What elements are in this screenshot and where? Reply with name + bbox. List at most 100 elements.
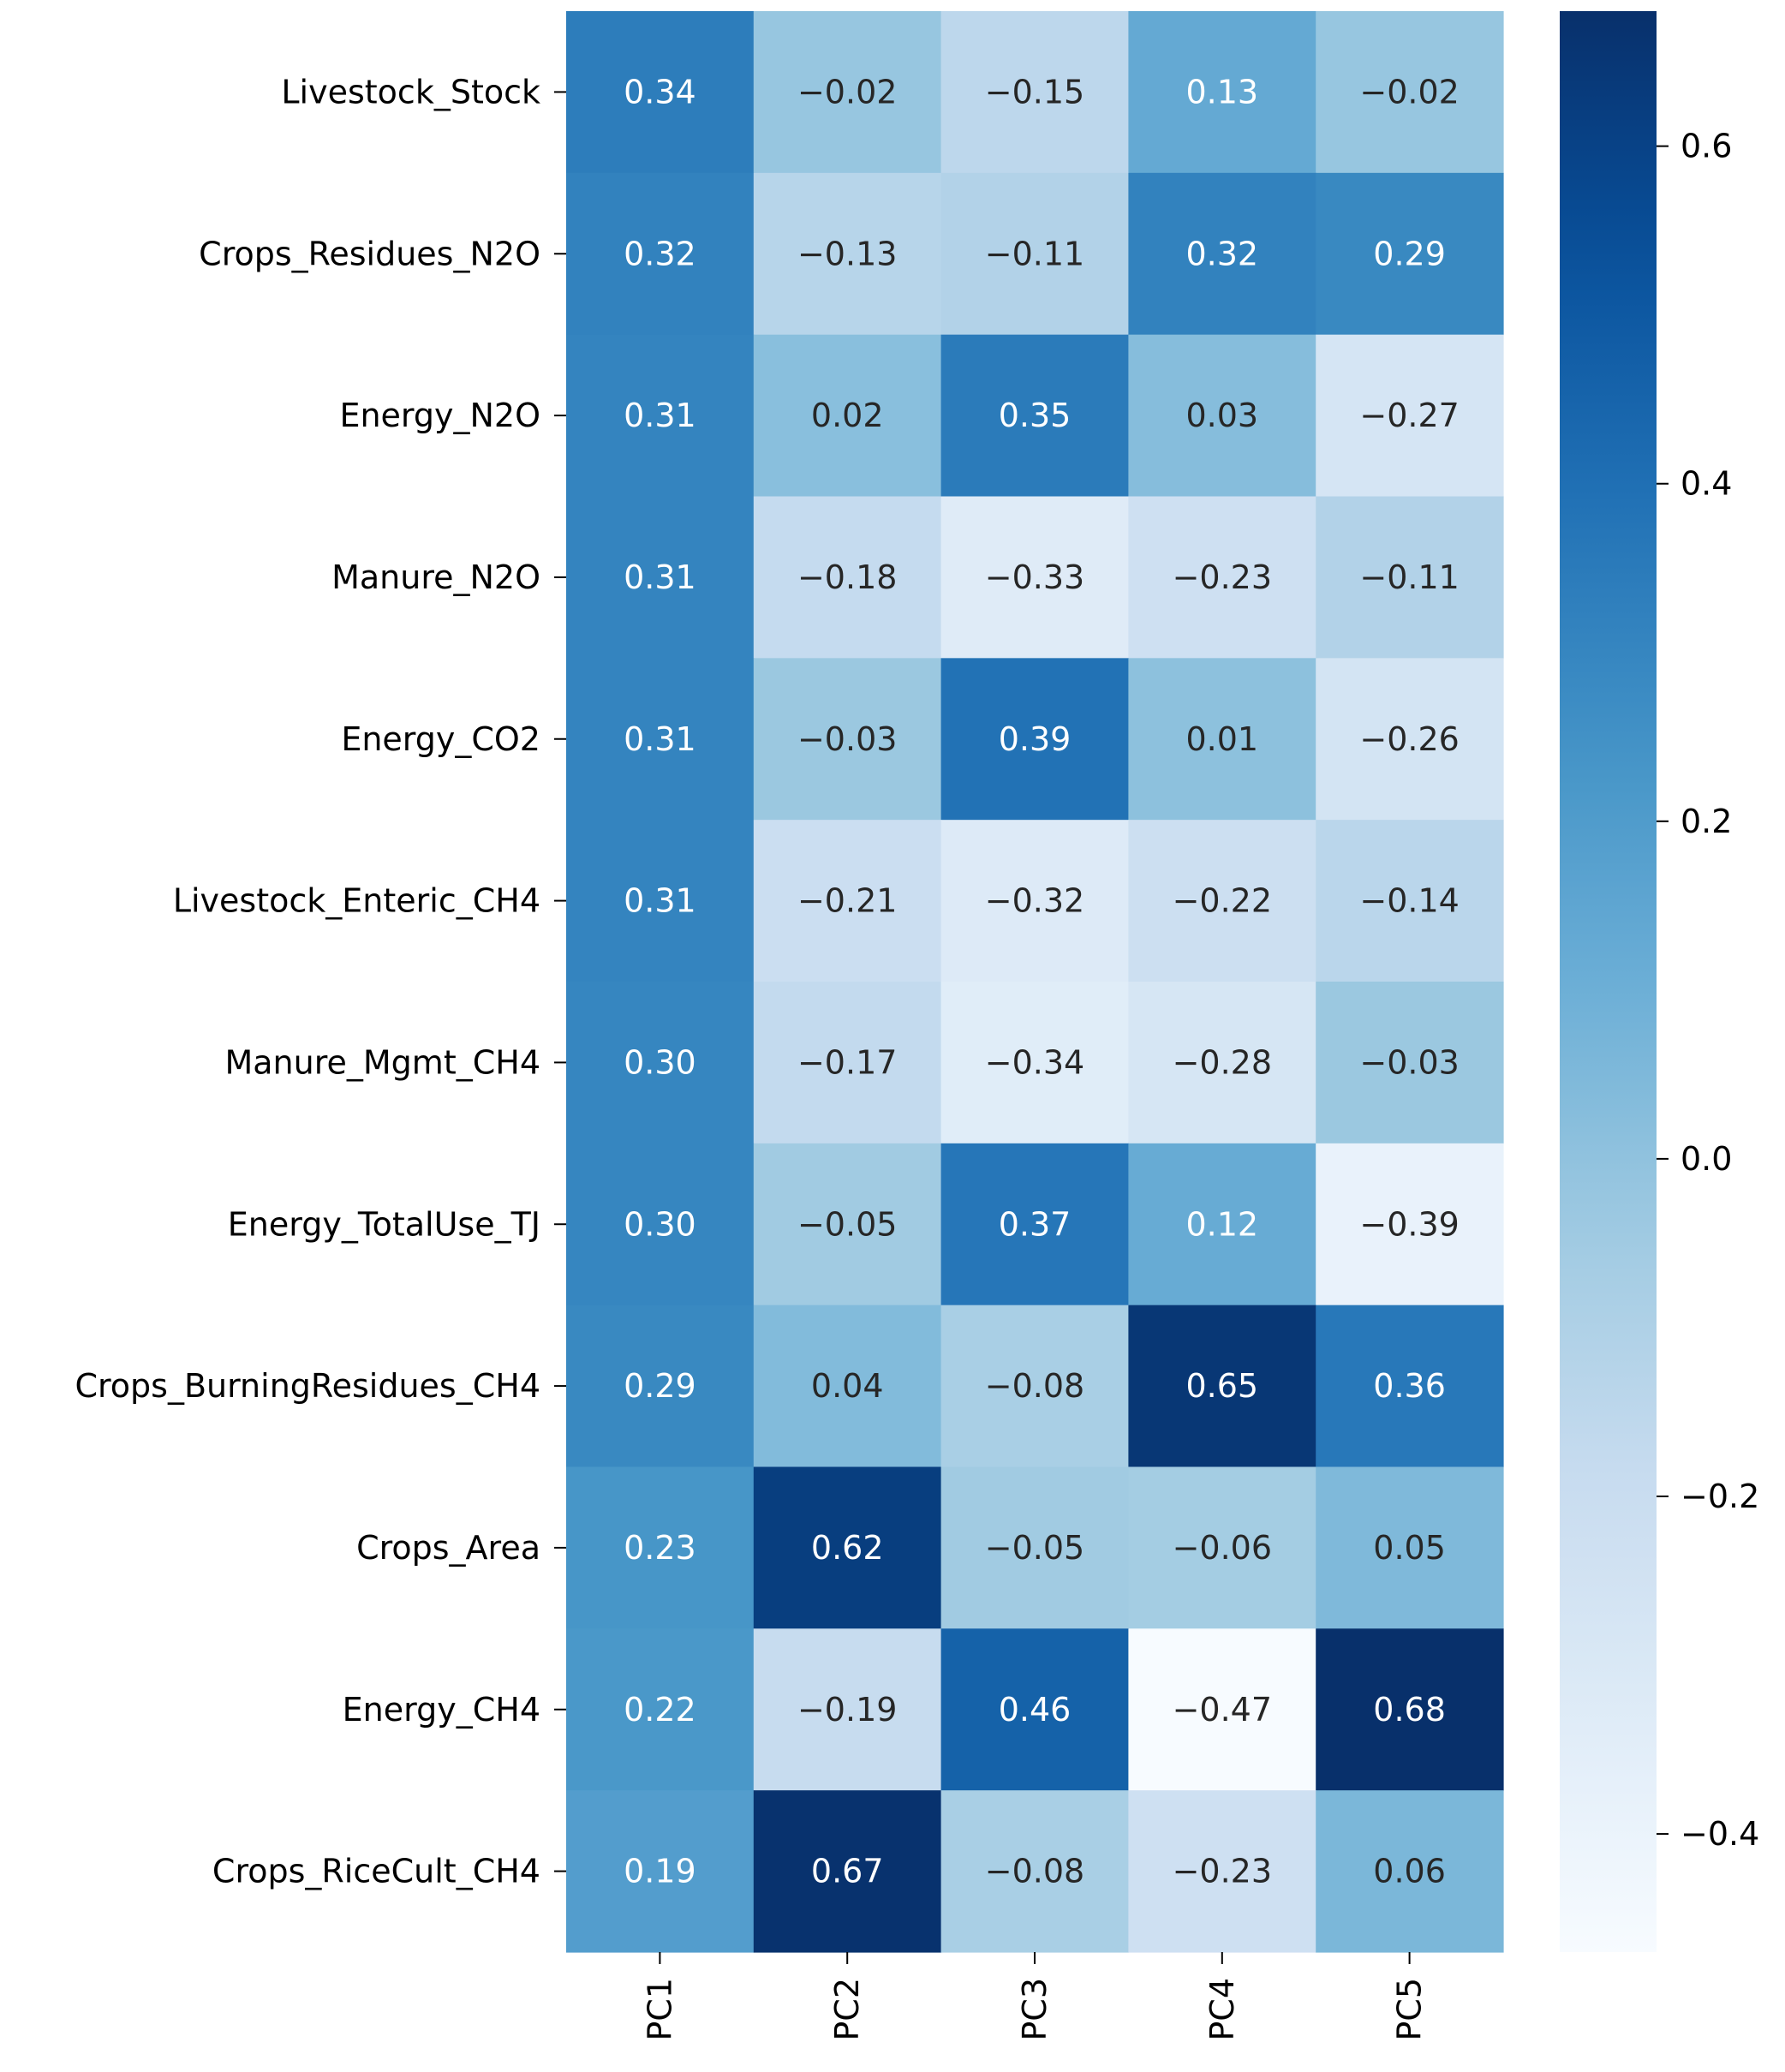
- heatmap-cell: [1128, 1790, 1316, 1953]
- cell-value-label: 0.22: [624, 1691, 696, 1729]
- x-tick-label: PC5: [1391, 1978, 1429, 2041]
- cell-value-label: −0.05: [797, 1205, 897, 1243]
- colorbar-tick-label: 0.6: [1681, 128, 1732, 165]
- cell-value-label: 0.31: [624, 397, 696, 434]
- heatmap-cell: [753, 11, 942, 174]
- cell-value-label: 0.23: [624, 1529, 696, 1567]
- heatmap-cell: [753, 334, 942, 498]
- heatmap-cell: [566, 1466, 755, 1629]
- cell-value-label: 0.39: [999, 720, 1072, 758]
- heatmap-cell: [566, 982, 755, 1144]
- colorbar-tick-label: −0.4: [1681, 1815, 1759, 1853]
- heatmap-cell: [1316, 496, 1504, 659]
- cell-value-label: −0.18: [797, 558, 897, 596]
- heatmap-cell: [940, 172, 1129, 336]
- heatmap-cell: [753, 982, 942, 1144]
- colorbar-tick-label: 0.4: [1681, 465, 1732, 503]
- cell-value-label: 0.30: [624, 1205, 696, 1243]
- heatmap-cell: [566, 172, 755, 336]
- heatmap-cell: [1128, 820, 1316, 982]
- cell-value-label: −0.23: [1173, 558, 1272, 596]
- heatmap-cell: [940, 982, 1129, 1144]
- cell-value-label: −0.21: [797, 882, 897, 920]
- y-tick-label: Energy_N2O: [339, 397, 540, 434]
- y-tick-label: Livestock_Stock: [281, 73, 540, 110]
- cell-value-label: 0.30: [624, 1043, 696, 1081]
- heatmap-cell: [1316, 820, 1504, 982]
- cell-value-label: −0.14: [1359, 882, 1459, 920]
- heatmap-cell: [1316, 11, 1504, 174]
- heatmap-cell: [1128, 172, 1316, 336]
- cell-value-label: −0.22: [1173, 882, 1272, 920]
- cell-value-label: −0.06: [1173, 1529, 1272, 1567]
- heatmap-cell: [1128, 982, 1316, 1144]
- cell-value-label: 0.13: [1185, 73, 1258, 110]
- cell-value-label: 0.03: [1185, 397, 1258, 434]
- heatmap-cell: [1316, 1305, 1504, 1468]
- cell-annotations: 0.34 −0.02 −0.15 0.13 −0.02 0.32 −0.13 −0.11 0.3…: [624, 73, 1460, 1890]
- colorbar-tick-label: 0.2: [1681, 803, 1732, 840]
- y-tick-label: Manure_Mgmt_CH4: [224, 1043, 540, 1081]
- heatmap-cell: [1316, 1466, 1504, 1629]
- cell-value-label: −0.02: [797, 73, 897, 110]
- cell-value-label: −0.34: [985, 1043, 1084, 1081]
- cell-value-label: 0.62: [811, 1529, 884, 1567]
- heatmap-cell: [1316, 172, 1504, 336]
- heatmap-cell: [566, 1628, 755, 1791]
- cell-value-label: −0.15: [985, 73, 1084, 110]
- cell-value-label: −0.17: [797, 1043, 897, 1081]
- heatmap-cell: [940, 11, 1129, 174]
- cell-value-label: 0.02: [811, 397, 884, 434]
- heatmap-cell: [753, 496, 942, 659]
- y-tick-label: Crops_RiceCult_CH4: [212, 1853, 540, 1890]
- y-tick-label: Livestock_Enteric_CH4: [173, 882, 540, 920]
- cell-value-label: 0.68: [1373, 1691, 1446, 1729]
- cell-value-label: 0.37: [999, 1205, 1072, 1243]
- heatmap-cell: [1316, 1628, 1504, 1791]
- heatmap-cell: [940, 658, 1129, 821]
- cell-value-label: 0.04: [811, 1367, 884, 1405]
- cell-value-label: −0.11: [985, 235, 1084, 272]
- heatmap-cell: [566, 334, 755, 498]
- heatmap-cell: [1316, 334, 1504, 498]
- y-tick-label: Energy_CH4: [343, 1691, 540, 1729]
- heatmap-cell: [566, 1790, 755, 1953]
- cell-value-label: 0.06: [1373, 1853, 1446, 1890]
- heatmap-cell: [1128, 658, 1316, 821]
- cell-value-label: 0.05: [1373, 1529, 1446, 1567]
- y-tick-label: Crops_BurningResidues_CH4: [75, 1367, 540, 1405]
- heatmap-cell: [753, 1143, 942, 1306]
- heatmap-cell: [566, 11, 755, 174]
- heatmap-cell: [753, 1305, 942, 1468]
- heatmap-cell: [566, 496, 755, 659]
- cell-value-label: −0.39: [1359, 1205, 1459, 1243]
- cell-value-label: −0.28: [1173, 1043, 1272, 1081]
- y-tick-label: Crops_Area: [356, 1529, 540, 1567]
- cell-value-label: 0.46: [999, 1691, 1072, 1729]
- cell-value-label: 0.35: [999, 397, 1072, 434]
- heatmap-cell: [566, 658, 755, 821]
- heatmap-cell: [940, 1628, 1129, 1791]
- y-axis: Livestock_Stock Crops_Residues_N2O Energy_…: [75, 73, 566, 1890]
- heatmap-cell: [1128, 496, 1316, 659]
- cell-value-label: 0.01: [1185, 720, 1258, 758]
- cell-value-label: −0.19: [797, 1691, 897, 1729]
- cell-value-label: −0.13: [797, 235, 897, 272]
- cell-value-label: 0.32: [624, 235, 696, 272]
- colorbar-tick-label: −0.2: [1681, 1478, 1759, 1515]
- heatmap-cell: [753, 172, 942, 336]
- colorbar-tick-label: 0.0: [1681, 1140, 1732, 1178]
- x-tick-label: PC3: [1016, 1978, 1054, 2041]
- heatmap-cell: [940, 1143, 1129, 1306]
- cell-value-label: 0.32: [1185, 235, 1258, 272]
- heatmap-cell: [940, 1790, 1129, 1953]
- y-tick-label: Manure_N2O: [331, 558, 540, 596]
- x-tick-label: PC2: [828, 1978, 866, 2041]
- cell-value-label: −0.23: [1173, 1853, 1272, 1890]
- cell-value-label: −0.02: [1359, 73, 1459, 110]
- cell-value-label: 0.12: [1185, 1205, 1258, 1243]
- heatmap-cell: [1316, 982, 1504, 1144]
- cell-value-label: 0.34: [624, 73, 696, 110]
- heatmap-cells: [566, 11, 1504, 1953]
